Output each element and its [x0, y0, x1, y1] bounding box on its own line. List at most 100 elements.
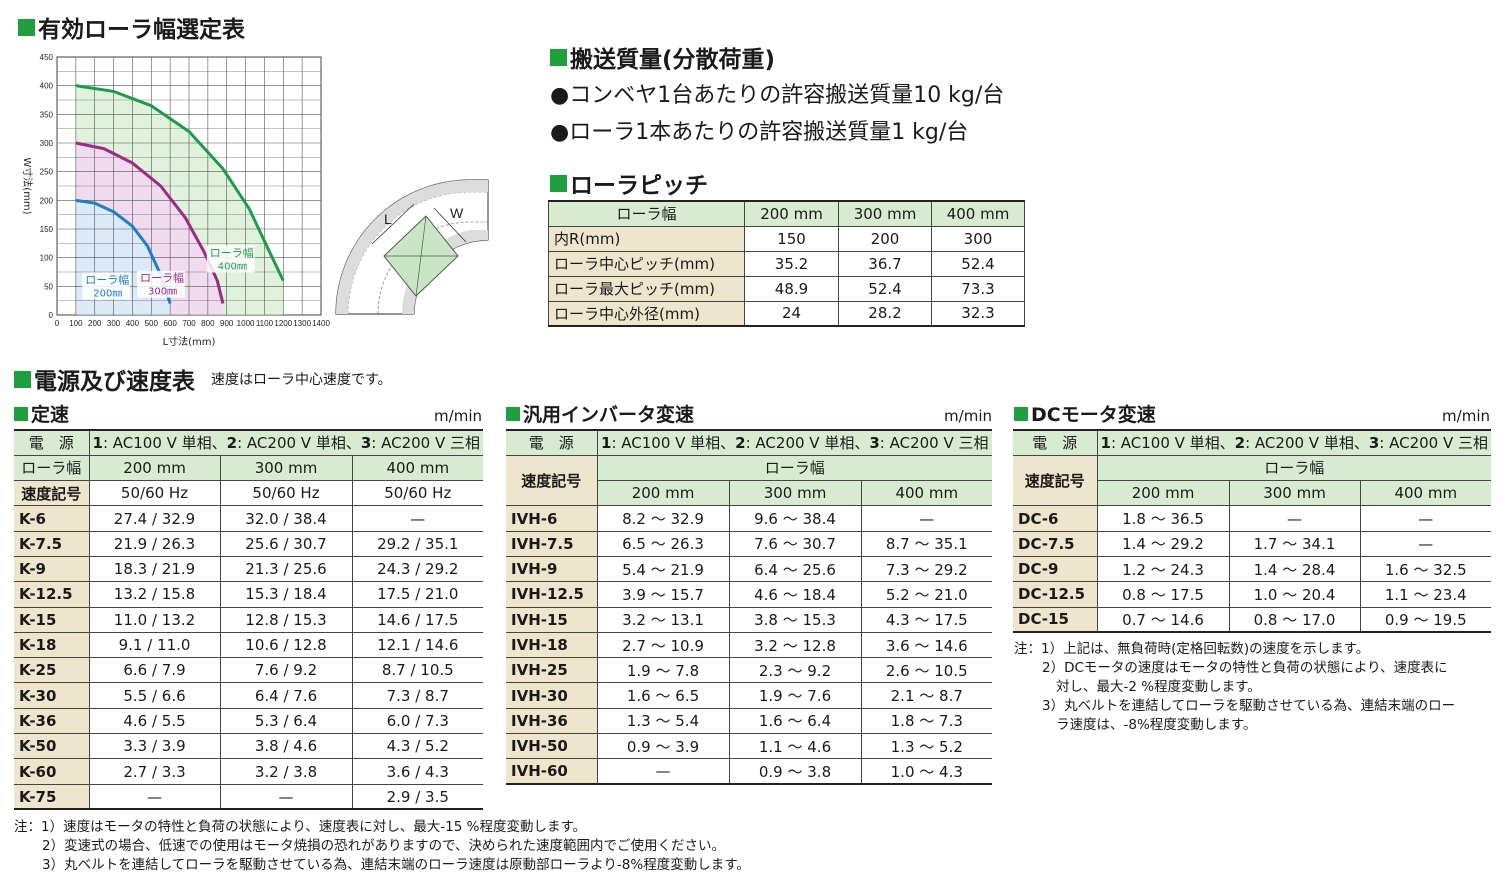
- y-tick-label: 150: [40, 225, 54, 234]
- table-row: ローラ中心外径(mm) 24 28.2 32.3: [548, 300, 1025, 327]
- speed-code-label: 速度記号: [1013, 454, 1098, 507]
- table-row: ローラ幅 200 mm 300 mm 400 mm: [14, 454, 484, 482]
- speed-value: 1.4 ～ 28.4: [1228, 555, 1361, 583]
- speed-value: 5.2 ～ 21.0: [860, 581, 993, 608]
- speed-value: 9.1 / 11.0: [88, 631, 221, 659]
- y-tick-label: 300: [40, 139, 54, 148]
- y-axis-label: W寸法(mm): [21, 157, 34, 214]
- speed-value: 1.9 ～ 7.6: [728, 682, 862, 709]
- table-row: 電 源 1: AC100 V 単相、2: AC200 V 単相、3: AC200 …: [506, 429, 993, 456]
- table-row: IVH-12.5 3.9 ～ 15.7 4.6 ～ 18.4 5.2 ～ 21.0: [506, 581, 993, 608]
- speed-value: 7.3 / 8.7: [351, 682, 484, 709]
- speed-value: 1.7 ～ 34.1: [1228, 530, 1361, 557]
- speed-value: 29.2 / 35.1: [351, 530, 484, 557]
- fixed-note: 2）変速式の場合、低速での使用はモータ焼損の恐れがありますので、決められた速度範…: [42, 838, 726, 854]
- speed-code: IVH-36: [506, 707, 598, 735]
- speed-value: 3.6 / 4.3: [351, 758, 484, 785]
- table-row: IVH-7.5 6.5 ～ 26.3 7.6 ～ 30.7 8.7 ～ 35.1: [506, 530, 993, 557]
- fixed-notes: 注：1）速度はモータの特性と負荷の状態により、速度表に対し、最大-15 %程度変…: [14, 818, 750, 875]
- speed-code: DC-7.5: [1013, 530, 1098, 557]
- speed-code: K-7.5: [14, 530, 90, 557]
- power-title: 電源及び速度表: [34, 369, 195, 395]
- speed-code: IVH-60: [506, 758, 598, 785]
- pitch-row-label: ローラ最大ピッチ(mm): [548, 275, 745, 302]
- pitch-title: ローラピッチ: [570, 173, 708, 199]
- heading-square-icon: [18, 18, 35, 36]
- power-label: 電 源: [1013, 429, 1098, 456]
- speed-value: 1.4 ～ 29.2: [1096, 530, 1230, 557]
- load-title: 搬送質量(分散荷重): [570, 47, 776, 73]
- speed-value: 0.8 ～ 17.0: [1228, 606, 1361, 633]
- speed-value: 6.0 / 7.3: [351, 707, 484, 735]
- speed-value: 21.9 / 26.3: [88, 530, 221, 557]
- table-row: K-7.5 21.9 / 26.3 25.6 / 30.7 29.2 / 35.1: [14, 530, 484, 557]
- series-label-bg: [206, 245, 255, 273]
- y-tick-label: 100: [40, 254, 54, 263]
- speed-value: —: [1359, 530, 1492, 557]
- speed-value: —: [88, 783, 221, 810]
- speed-value: 1.6 ～ 6.5: [596, 682, 730, 709]
- speed-code: DC-12.5: [1013, 581, 1098, 608]
- curve-conveyor-diagram: L W: [335, 179, 489, 315]
- dc-title: DCモータ変速: [1031, 404, 1156, 426]
- roller-width-label: ローラ幅: [1096, 454, 1492, 482]
- pitch-row-label: 内R(mm): [548, 225, 745, 252]
- dc-note: 対し、最大-2 %程度変動します。: [1056, 679, 1261, 695]
- pitch-heading: ローラピッチ: [550, 166, 708, 200]
- table-row: 200 mm 300 mm 400 mm: [506, 480, 993, 507]
- pitch-cell: 52.4: [838, 275, 932, 302]
- power-subtitle: 速度はローラ中心速度です。: [211, 372, 392, 388]
- dc-note: 3）丸ベルトを連結してローラを駆動させている為、連結末端のロー: [1042, 698, 1456, 714]
- speed-value: 0.9 ～ 19.5: [1359, 606, 1492, 633]
- inverter-heading: 汎用インバータ変速: [506, 400, 694, 427]
- x-tick-label: 900: [220, 319, 234, 328]
- effective-width-title: 有効ローラ幅選定表: [38, 17, 245, 43]
- table-row: DC-15 0.7 ～ 14.6 0.8 ～ 17.0 0.9 ～ 19.5: [1013, 606, 1492, 633]
- table-row: IVH-18 2.7 ～ 10.9 3.2 ～ 12.8 3.6 ～ 14.6: [506, 631, 993, 659]
- table-row: IVH-36 1.3 ～ 5.4 1.6 ～ 6.4 1.8 ～ 7.3: [506, 707, 993, 735]
- speed-code: IVH-7.5: [506, 530, 598, 557]
- speed-value: 2.7 / 3.3: [88, 758, 221, 785]
- inverter-unit: m/min: [944, 407, 992, 425]
- table-row: K-12.5 13.2 / 15.8 15.3 / 18.4 17.5 / 21.0: [14, 581, 484, 608]
- effective-width-heading: 有効ローラ幅選定表: [18, 10, 245, 44]
- series-label: 400㎜: [218, 262, 247, 273]
- speed-value: 11.0 / 13.2: [88, 606, 221, 633]
- speed-value: 8.2 ～ 32.9: [596, 505, 730, 532]
- roller-width-label: ローラ幅: [596, 454, 993, 482]
- x-tick-label: 200: [88, 319, 102, 328]
- roller-width-header: 400 mm: [860, 480, 993, 507]
- heading-square-icon: [14, 370, 31, 388]
- speed-value: 6.6 / 7.9: [88, 657, 221, 684]
- speed-value: 8.7 / 10.5: [351, 657, 484, 684]
- speed-value: 3.8 ～ 15.3: [728, 606, 862, 633]
- speed-value: 3.3 / 3.9: [88, 733, 221, 760]
- speed-code: IVH-50: [506, 733, 598, 760]
- fixed-speed-table: 電 源 1: AC100 V 単相、2: AC200 V 単相、3: AC200 …: [14, 429, 484, 811]
- roller-width-header: 400 mm: [351, 454, 484, 482]
- power-spec: 1: AC100 V 単相、2: AC200 V 単相、3: AC200 V 三…: [596, 429, 993, 456]
- x-tick-label: 1300: [293, 319, 311, 328]
- heading-square-icon: [1014, 406, 1028, 421]
- table-row: 200 mm 300 mm 400 mm: [1013, 480, 1492, 507]
- inverter-speed-table: 電 源 1: AC100 V 単相、2: AC200 V 単相、3: AC200 …: [506, 429, 993, 786]
- table-row: IVH-9 5.4 ～ 21.9 6.4 ～ 25.6 7.3 ～ 29.2: [506, 555, 993, 583]
- pitch-cell: 300: [931, 225, 1025, 252]
- heading-square-icon: [506, 406, 520, 421]
- speed-value: 2.1 ～ 8.7: [860, 682, 993, 709]
- speed-code: K-75: [14, 783, 90, 810]
- power-label: 電 源: [14, 429, 90, 456]
- series-label-bg: [82, 272, 131, 300]
- table-row: ローラ中心ピッチ(mm) 35.2 36.7 52.4: [548, 250, 1025, 277]
- pitch-header: 300 mm: [838, 200, 932, 227]
- pitch-row-label: ローラ中心外径(mm): [548, 300, 745, 327]
- inverter-title: 汎用インバータ変速: [523, 404, 695, 426]
- speed-value: 4.3 / 5.2: [351, 733, 484, 760]
- series-label-bg: [136, 270, 185, 298]
- pitch-cell: 73.3: [931, 275, 1025, 302]
- pitch-header: ローラ幅: [548, 200, 745, 227]
- speed-value: 3.2 ～ 12.8: [728, 631, 862, 659]
- x-tick-label: 800: [201, 319, 215, 328]
- load-bullet-1: ●コンベヤ1台あたりの許容搬送質量10 kg/台: [550, 83, 1005, 108]
